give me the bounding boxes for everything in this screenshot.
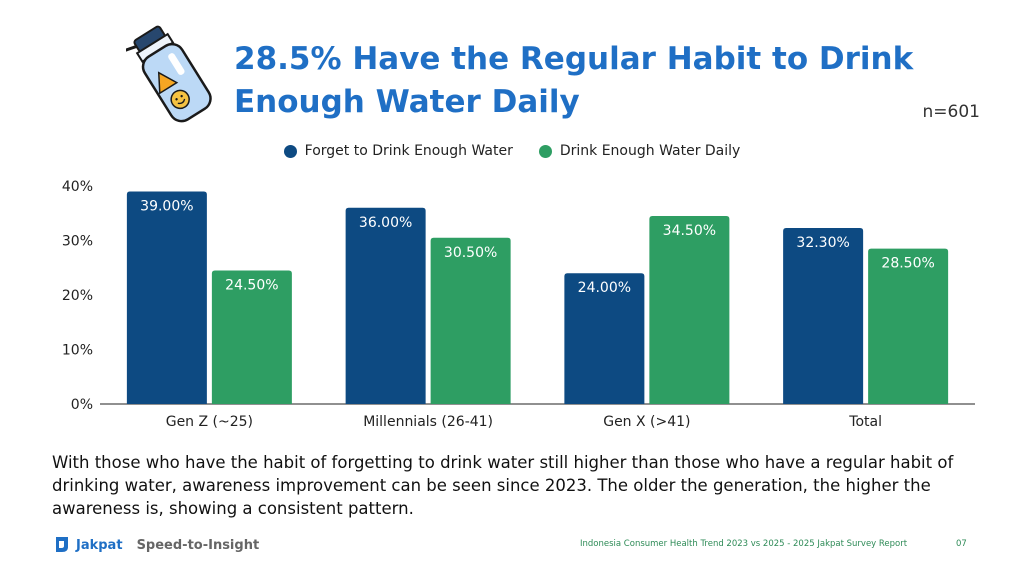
bar [649, 215, 730, 404]
x-category-label: Gen X (>41) [603, 414, 690, 430]
footer-report-title: Indonesia Consumer Health Trend 2023 vs … [580, 539, 908, 549]
y-tick-label: 30% [62, 234, 93, 250]
brand-tagline: Speed-to-Insight [136, 537, 260, 553]
bar [868, 248, 949, 404]
y-tick-label: 40% [62, 179, 93, 195]
y-tick-label: 10% [62, 343, 93, 359]
water-bottle-icon [126, 25, 212, 123]
chart-legend: Forget to Drink Enough Water Drink Enoug… [0, 143, 1024, 159]
bar [211, 270, 292, 404]
data-label: 24.50% [225, 277, 278, 293]
x-category-label: Total [848, 414, 882, 430]
bar [126, 191, 207, 404]
legend-label-forget: Forget to Drink Enough Water [304, 143, 513, 159]
bar [430, 237, 511, 404]
brand: Jakpat Speed-to-Insight [54, 536, 259, 554]
legend-swatch-forget [283, 144, 297, 158]
page-title: 28.5% Have the Regular Habit to Drink En… [234, 41, 914, 120]
jakpat-logo-icon [56, 537, 68, 552]
y-tick-label: 0% [71, 397, 93, 413]
bar-chart: 0% 10% 20% 30% 40% 39.00% 24.50% Gen Z (~25) 36.… [62, 179, 975, 430]
page-number: 07 [956, 539, 967, 549]
data-label: 28.50% [881, 256, 934, 272]
data-label: 30.50% [444, 245, 497, 261]
y-tick-label: 20% [62, 288, 93, 304]
x-category-label: Millennials (26-41) [363, 414, 493, 430]
data-label: 36.00% [359, 215, 412, 231]
bar [345, 207, 426, 404]
legend-item-drink: Drink Enough Water Daily [538, 143, 741, 159]
data-label: 32.30% [796, 235, 849, 251]
bar [564, 273, 645, 404]
chart-caption: With those who have the habit of forgett… [52, 453, 954, 518]
legend-item-forget: Forget to Drink Enough Water [283, 143, 513, 159]
data-label: 34.50% [663, 223, 716, 239]
legend-swatch-drink [538, 144, 552, 158]
sample-size-label: n=601 [922, 102, 980, 122]
data-label: 39.00% [140, 198, 193, 214]
x-category-label: Gen Z (~25) [166, 414, 253, 430]
legend-label-drink: Drink Enough Water Daily [559, 143, 741, 159]
bar [783, 227, 864, 404]
brand-name: Jakpat [76, 537, 123, 553]
data-label: 24.00% [578, 280, 631, 296]
